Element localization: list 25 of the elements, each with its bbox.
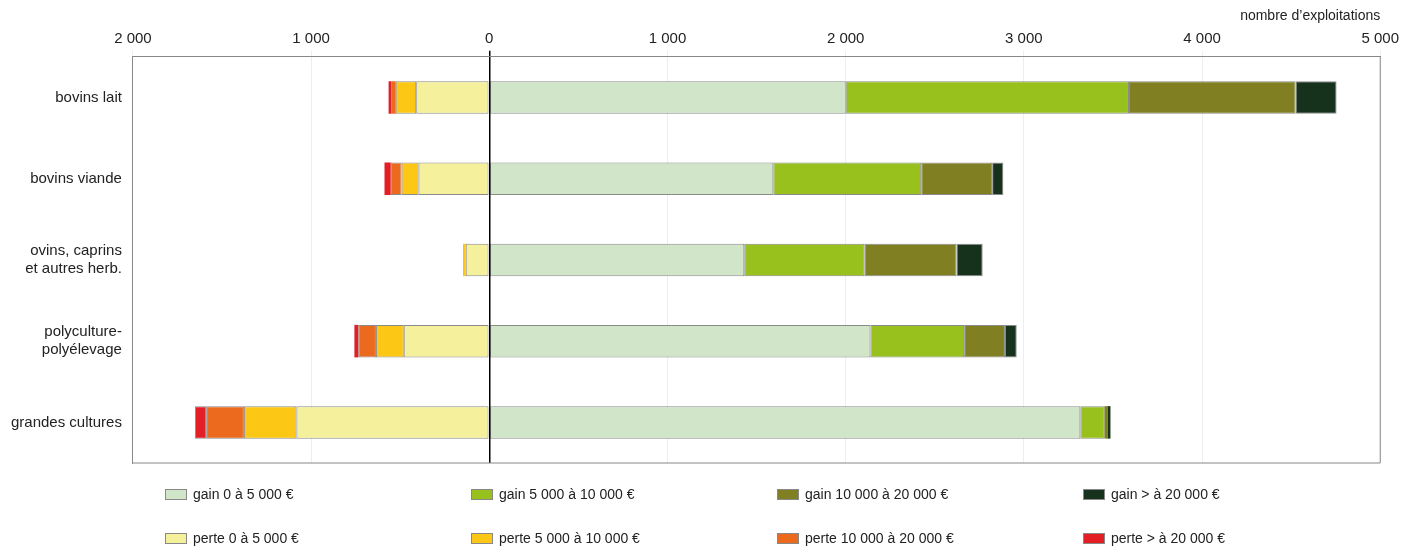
y-tick-label: bovins lait	[55, 87, 123, 105]
legend-label: gain > à 20 000 €	[1111, 486, 1220, 502]
x-tick-label: 4 000	[1183, 28, 1221, 46]
y-tick-label: ovins, caprins et autres herb.	[25, 241, 122, 277]
legend-label: gain 10 000 à 20 000 €	[805, 486, 949, 502]
x-tick-label: 2 000	[826, 28, 865, 46]
x-tick-label: 1 000	[292, 28, 330, 46]
legend-label: gain 0 à 5 000 €	[193, 486, 294, 502]
legend-label: perte 10 000 à 20 000 €	[805, 530, 954, 546]
legend-label: perte 0 à 5 000 €	[193, 530, 299, 546]
y-tick-label: grandes cultures	[10, 412, 122, 430]
x-tick-label: 0	[485, 28, 494, 46]
y-tick-label: polyculture- polyélevage	[41, 322, 122, 358]
x-tick-label: 2 000	[114, 28, 152, 46]
x-tick-label: 5 000	[1361, 28, 1400, 46]
bar	[354, 324, 359, 358]
bar	[384, 162, 391, 195]
y-tick-label: bovins viande	[30, 168, 122, 186]
legend-label: gain 5 000 à 10 000 €	[499, 486, 635, 502]
bar	[391, 81, 396, 114]
x-tick-label: 3 000	[1005, 28, 1043, 46]
x-tick-label: 1 000	[648, 28, 687, 46]
legend-label: perte > à 20 000 €	[1111, 530, 1226, 546]
x-axis-title: nombre d’exploitations	[1240, 7, 1381, 24]
legend-label: perte 5 000 à 10 000 €	[499, 530, 640, 546]
